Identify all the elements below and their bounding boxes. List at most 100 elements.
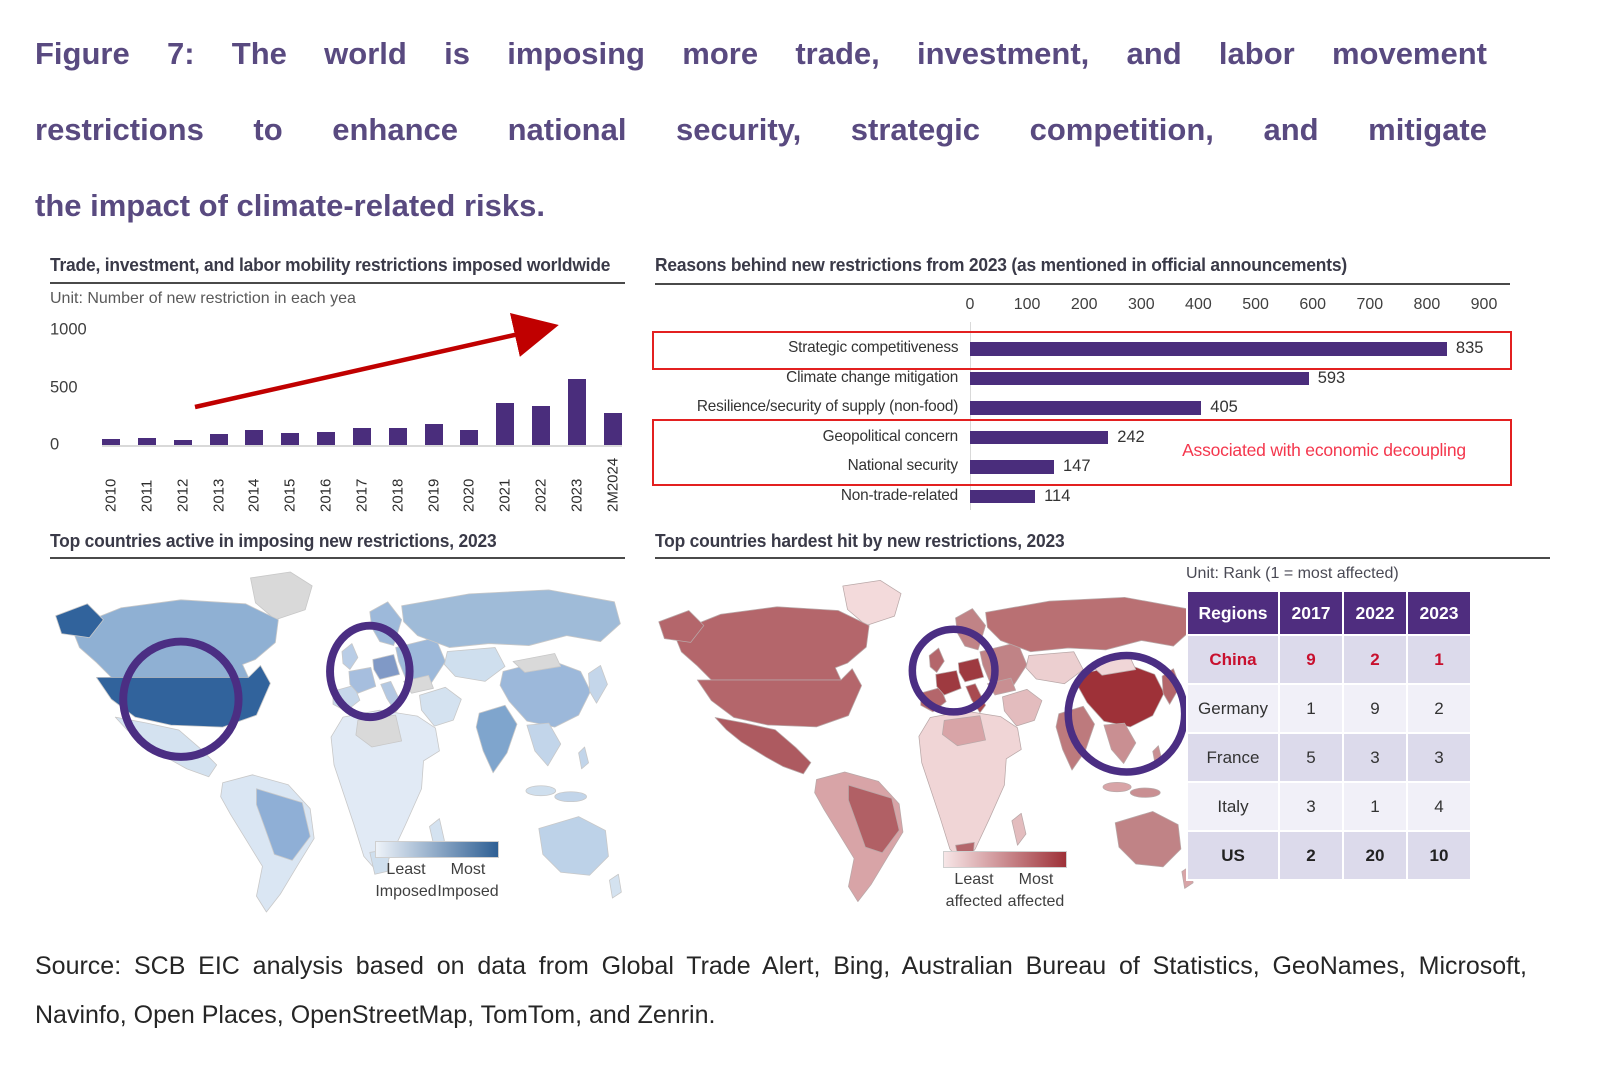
map-australia xyxy=(538,816,609,876)
map-canada xyxy=(673,606,870,681)
ts-bar-rect xyxy=(352,428,371,445)
source-line1: Source: SCB EIC analysis based on data f… xyxy=(35,952,1527,980)
reasons-bar xyxy=(970,371,1309,385)
reasons-row: Resilience/security of supply (non-food)… xyxy=(655,393,1560,423)
map-mongolia xyxy=(512,653,562,673)
ts-bar-rect xyxy=(173,439,192,445)
rank-header-2017: 2017 xyxy=(1278,590,1344,636)
ts-xlabel-2017: 2017 xyxy=(353,478,371,512)
reasons-bar xyxy=(970,489,1036,503)
ts-bar-rect xyxy=(603,413,622,445)
reasons-row: Non-trade-related 114 xyxy=(655,482,1560,512)
map-indonesia-east xyxy=(554,791,587,803)
ts-xlabel-2011: 2011 xyxy=(138,479,156,512)
ts-bar-2M2024 xyxy=(603,413,622,445)
legend-gradient-blue xyxy=(375,841,499,858)
rank-row-China: China 9 2 1 xyxy=(1186,634,1472,685)
rank-table-body: China 9 2 1 Germany 1 9 2 France 5 3 3 Italy 3 1 4 US 2 20… xyxy=(1186,634,1472,881)
legend-most-label: Most xyxy=(1018,871,1054,888)
reasons-title: Reasons behind new restrictions from 202… xyxy=(655,254,1347,275)
figure-title-line1: Figure 7: The world is imposing more tra… xyxy=(35,36,1487,71)
ts-bar-rect xyxy=(388,428,407,445)
ts-xlabel-2012: 2012 xyxy=(174,478,192,512)
ts-bar-2011 xyxy=(137,437,156,445)
map-greenland xyxy=(250,571,313,621)
map-greenland xyxy=(842,580,902,626)
decoupling-annotation: Associated with economic decoupling xyxy=(1182,440,1466,460)
ts-bar-2012 xyxy=(173,439,192,445)
panel-reasons: Reasons behind new restrictions from 202… xyxy=(652,252,1560,522)
map-philippines xyxy=(578,746,589,770)
map-central-europe xyxy=(957,657,985,683)
rank-region: France xyxy=(1186,732,1280,783)
world-map-affected xyxy=(658,580,1194,902)
ts-bar-rect xyxy=(567,378,586,445)
ts-bar-2010 xyxy=(102,438,120,445)
rank-value: 2 xyxy=(1406,683,1472,734)
ts-bar-2021 xyxy=(496,403,515,445)
ts-xlabel-2013: 2013 xyxy=(210,478,228,512)
reasons-label: Climate change mitigation xyxy=(786,368,958,386)
legend-gradient-red xyxy=(943,851,1067,868)
ts-bar-rect xyxy=(532,405,551,445)
rank-value: 10 xyxy=(1406,830,1472,881)
reasons-row: Geopolitical concern 242 xyxy=(655,423,1560,453)
map-affected-legend: Least Most affected affected xyxy=(943,851,1067,912)
reasons-xtick-500: 500 xyxy=(1242,296,1269,313)
ts-bar-2016 xyxy=(317,431,336,445)
map-china xyxy=(499,659,591,728)
source-note: Source: SCB EIC analysis based on data f… xyxy=(35,942,1527,1040)
map-russia xyxy=(985,596,1193,653)
legend-least-sublabel: Imposed xyxy=(375,883,437,900)
reasons-label: Resilience/security of supply (non-food) xyxy=(696,398,958,415)
reasons-title-rule xyxy=(655,283,1510,285)
ts-bar-2015 xyxy=(281,432,300,445)
highlight-circle-europe xyxy=(326,621,414,722)
map-japan xyxy=(588,665,608,704)
map-middle-east xyxy=(1002,688,1043,727)
rank-row-France: France 5 3 3 xyxy=(1186,732,1472,783)
rank-header-Regions: Regions xyxy=(1186,590,1280,636)
ts-xlabel-2023: 2023 xyxy=(568,478,586,512)
highlight-circle-china xyxy=(1064,651,1189,776)
rank-region: China xyxy=(1186,634,1280,685)
highlight-circle-europe xyxy=(908,625,999,716)
ts-bar-2013 xyxy=(209,434,228,445)
rank-region: Germany xyxy=(1186,683,1280,734)
ts-bar-2017 xyxy=(352,428,371,445)
rank-value: 1 xyxy=(1406,634,1472,685)
panel-map-imposing: Top countries active in imposing new res… xyxy=(50,528,625,928)
ts-bar-rect xyxy=(137,437,156,445)
ts-bar-rect xyxy=(209,434,228,445)
legend-least-label: Least xyxy=(386,861,426,878)
reasons-axis: 0 100 200 300 400 500 600 700 800 900 xyxy=(655,296,1560,316)
rank-value: 1 xyxy=(1342,781,1408,832)
ts-plotwrap: 2010 2011 2012 2013 2014 2015 2016 2017 2018 2019… xyxy=(50,252,625,522)
source-line2: Navinfo, Open Places, OpenStreetMap, Tom… xyxy=(35,1001,716,1029)
rank-value: 3 xyxy=(1278,781,1344,832)
figure-title-line2: restrictions to enhance national securit… xyxy=(35,112,1487,147)
reasons-value: 147 xyxy=(1063,457,1091,475)
map-imposing-title: Top countries active in imposing new res… xyxy=(50,530,497,551)
highlight-box-decoupling xyxy=(652,419,1512,486)
ts-xlabel-2015: 2015 xyxy=(281,478,299,512)
ts-bar-2020 xyxy=(460,429,479,445)
map-indonesia xyxy=(525,785,557,797)
reasons-label: Non-trade-related xyxy=(840,486,958,504)
map-middle-east xyxy=(419,686,462,727)
map-africa xyxy=(918,710,1022,865)
rank-value: 2 xyxy=(1342,634,1408,685)
panel-map-affected: Top countries hardest hit by new restric… xyxy=(655,528,1560,938)
reasons-row: National security 147 xyxy=(655,452,1560,482)
ts-bars xyxy=(102,330,622,447)
ts-bar-rect xyxy=(245,430,264,445)
ts-ytick-500: 500 xyxy=(50,378,78,396)
reasons-xtick-0: 0 xyxy=(965,296,975,313)
reasons-rows: Strategic competitiveness 835 Climate chan… xyxy=(655,252,1560,522)
rank-value: 9 xyxy=(1278,634,1344,685)
ts-xlabel-2M2024: 2M2024 xyxy=(604,457,622,512)
rank-value: 2 xyxy=(1278,830,1344,881)
figure-title-line3: the impact of climate-related risks. xyxy=(35,188,545,223)
map-affected-title: Top countries hardest hit by new restric… xyxy=(655,530,1065,551)
rank-row-Italy: Italy 3 1 4 xyxy=(1186,781,1472,832)
